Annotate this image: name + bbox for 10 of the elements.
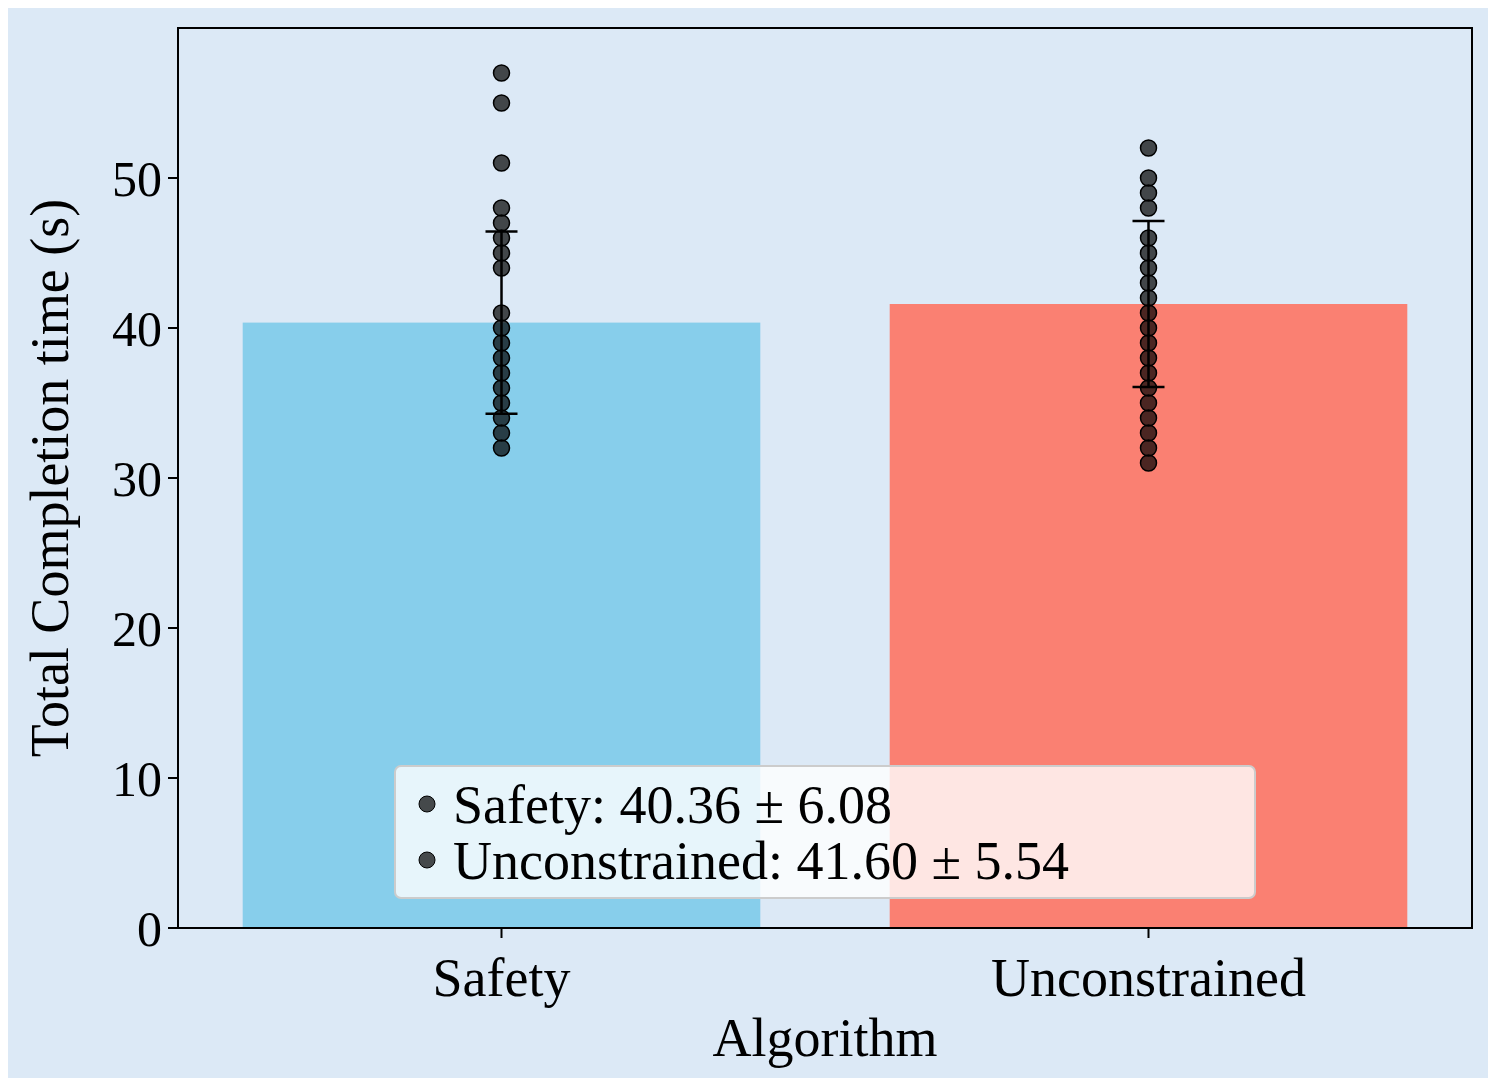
- y-tick-label: 50: [112, 150, 162, 207]
- x-tick-label: Unconstrained: [991, 948, 1306, 1008]
- x-axis-title: Algorithm: [712, 1008, 938, 1068]
- y-tick-label: 30: [112, 450, 162, 507]
- y-axis-title: Total Completion time (s): [20, 198, 80, 758]
- x-tick-label: Safety: [432, 948, 571, 1008]
- y-tick-label: 10: [112, 750, 162, 807]
- y-tick-label: 0: [137, 900, 162, 957]
- y-tick-label: 20: [112, 600, 162, 657]
- y-tick-label: 40: [112, 300, 162, 357]
